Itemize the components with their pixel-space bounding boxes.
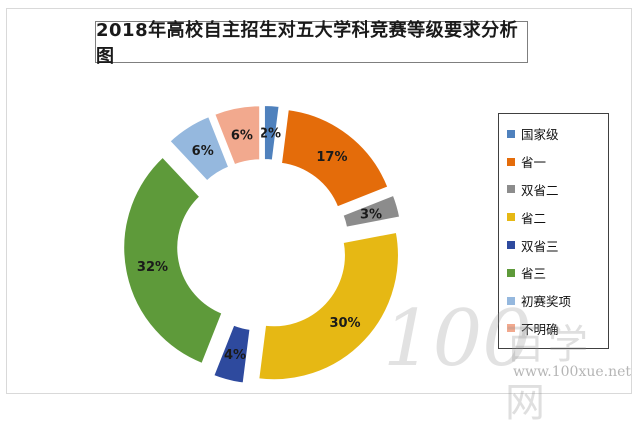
slice-label-1: 2% xyxy=(259,127,281,142)
slice-3 xyxy=(341,193,402,229)
legend-item-1: 国家级 xyxy=(507,120,608,148)
legend-item-3: 双省二 xyxy=(507,176,608,204)
slice-label-2: 17% xyxy=(316,150,347,165)
legend-item-8: 不明确 xyxy=(507,315,608,343)
donut-chart: 2% 17% 3% 30% 4% 32% 6% 6% xyxy=(122,104,402,385)
legend-label: 国家级 xyxy=(521,127,559,143)
legend-swatch xyxy=(507,129,515,138)
slice-label-4: 30% xyxy=(329,316,360,331)
legend-label: 省二 xyxy=(521,210,547,226)
legend-item-5: 双省三 xyxy=(507,231,608,259)
legend-label: 双省二 xyxy=(521,182,559,198)
slice-5 xyxy=(211,323,252,385)
legend-item-4: 省二 xyxy=(507,203,608,231)
chart-title: 2018年高校自主招生对五大学科竞赛等级要求分析图 xyxy=(96,20,519,67)
legend: 国家级省一双省二省二双省三省三初赛奖项不明确 xyxy=(498,113,609,349)
slice-7 xyxy=(167,114,231,183)
slice-6 xyxy=(122,155,224,366)
slice-label-8: 6% xyxy=(231,128,253,143)
legend-item-6: 省三 xyxy=(507,259,608,287)
slice-label-6: 32% xyxy=(137,260,168,275)
legend-label: 初赛奖项 xyxy=(521,294,572,310)
slice-label-5: 4% xyxy=(224,348,246,363)
slice-8 xyxy=(212,104,262,167)
legend-label: 省三 xyxy=(521,266,547,282)
slice-label-3: 3% xyxy=(360,208,382,223)
slice-4 xyxy=(257,230,400,382)
legend-swatch xyxy=(507,157,515,166)
legend-label: 双省三 xyxy=(521,238,559,254)
legend-swatch xyxy=(507,296,515,305)
legend-swatch xyxy=(507,241,515,250)
legend-item-7: 初赛奖项 xyxy=(507,287,608,315)
legend-swatch xyxy=(507,213,515,222)
legend-label: 不明确 xyxy=(521,321,559,337)
legend-item-2: 省一 xyxy=(507,148,608,176)
chart-title-box: 2018年高校自主招生对五大学科竞赛等级要求分析图 xyxy=(95,20,528,67)
slice-1 xyxy=(262,104,281,162)
slice-2 xyxy=(279,108,390,209)
legend-label: 省一 xyxy=(521,155,547,171)
slice-label-7: 6% xyxy=(192,144,214,159)
legend-swatch xyxy=(507,268,515,277)
legend-swatch xyxy=(507,324,515,333)
legend-swatch xyxy=(507,185,515,194)
